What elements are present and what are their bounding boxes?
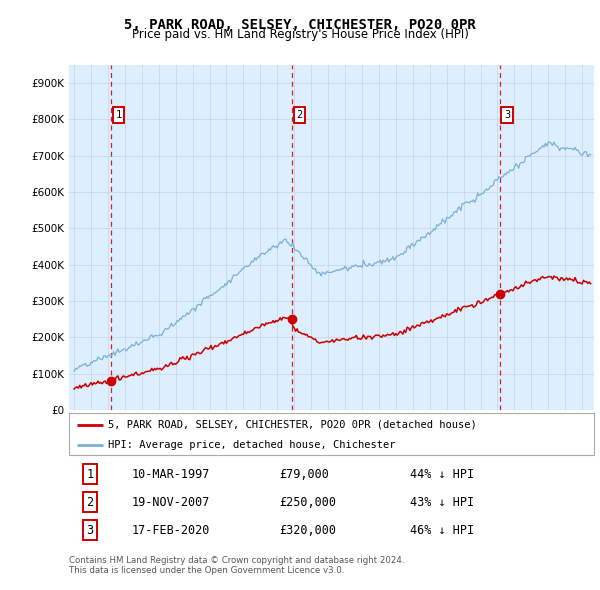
Text: HPI: Average price, detached house, Chichester: HPI: Average price, detached house, Chic… (109, 440, 396, 450)
Text: 5, PARK ROAD, SELSEY, CHICHESTER, PO20 0PR (detached house): 5, PARK ROAD, SELSEY, CHICHESTER, PO20 0… (109, 420, 477, 430)
Text: Price paid vs. HM Land Registry's House Price Index (HPI): Price paid vs. HM Land Registry's House … (131, 28, 469, 41)
Text: Contains HM Land Registry data © Crown copyright and database right 2024.: Contains HM Land Registry data © Crown c… (69, 556, 404, 565)
Text: 5, PARK ROAD, SELSEY, CHICHESTER, PO20 0PR: 5, PARK ROAD, SELSEY, CHICHESTER, PO20 0… (124, 18, 476, 32)
Text: 10-MAR-1997: 10-MAR-1997 (132, 468, 211, 481)
Text: 1: 1 (86, 468, 94, 481)
Text: £320,000: £320,000 (279, 523, 336, 536)
Text: 46% ↓ HPI: 46% ↓ HPI (410, 523, 475, 536)
Text: 44% ↓ HPI: 44% ↓ HPI (410, 468, 475, 481)
Text: £250,000: £250,000 (279, 496, 336, 509)
Text: 19-NOV-2007: 19-NOV-2007 (132, 496, 211, 509)
Text: 2: 2 (296, 110, 303, 120)
Text: 3: 3 (86, 523, 94, 536)
Text: This data is licensed under the Open Government Licence v3.0.: This data is licensed under the Open Gov… (69, 566, 344, 575)
Text: 3: 3 (504, 110, 510, 120)
Text: 2: 2 (86, 496, 94, 509)
Text: 1: 1 (115, 110, 122, 120)
Text: 43% ↓ HPI: 43% ↓ HPI (410, 496, 475, 509)
Text: £79,000: £79,000 (279, 468, 329, 481)
Text: 17-FEB-2020: 17-FEB-2020 (132, 523, 211, 536)
